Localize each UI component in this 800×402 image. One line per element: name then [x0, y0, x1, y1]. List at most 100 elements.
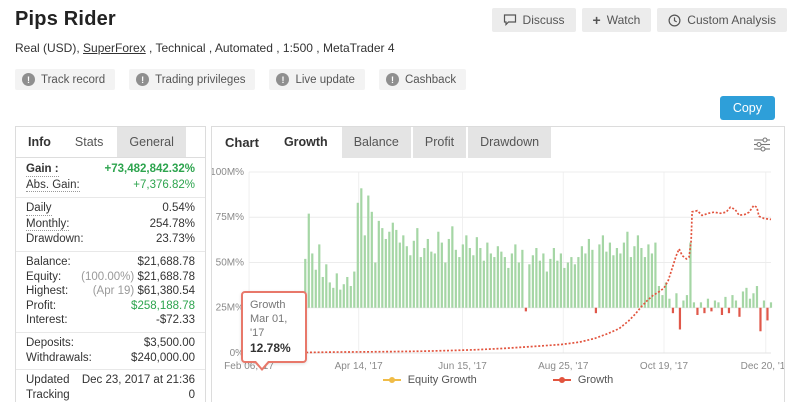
legend-growth-label: Growth	[577, 374, 614, 386]
tab-profit[interactable]: Profit	[412, 127, 467, 158]
tab-drawdown[interactable]: Drawdown	[468, 127, 552, 158]
badge-label: Track record	[41, 73, 106, 86]
stat-label: Tracking	[26, 388, 70, 401]
info-panel: Info Stats General Gain : +73,482,842.32%…	[15, 126, 206, 402]
stat-row: Abs. Gain: +7,376.82%	[16, 178, 205, 194]
svg-text:25M%: 25M%	[216, 303, 244, 314]
stat-label: Balance:	[26, 255, 71, 268]
svg-text:0%: 0%	[230, 348, 245, 359]
stat-label: Highest:	[26, 285, 69, 298]
badge-label: Live update	[295, 73, 355, 86]
chart-panel: Chart Growth Balance Profit Drawdown	[211, 126, 785, 402]
badge[interactable]: ! Trading privileges	[129, 69, 256, 90]
svg-text:Apr 14, '17: Apr 14, '17	[335, 361, 384, 372]
svg-text:Feb 06, '17: Feb 06, '17	[224, 361, 274, 372]
copy-row: Copy	[0, 90, 800, 126]
plus-icon: +	[592, 12, 601, 28]
stat-label: Withdrawals:	[26, 351, 92, 364]
stat-label: Updated	[26, 374, 70, 387]
svg-text:Dec 20, '17: Dec 20, '17	[741, 361, 784, 372]
chart-tabs: Chart Growth Balance Profit Drawdown	[212, 127, 784, 158]
tooltip-date: Mar 01, '17	[250, 313, 288, 339]
stat-value: 254.78%	[149, 217, 195, 230]
stat-value: 0.54%	[162, 202, 195, 215]
discuss-label: Discuss	[522, 13, 565, 27]
tab-info[interactable]: Info	[28, 135, 51, 149]
stat-row: Profit: $258,188.78	[16, 299, 205, 314]
divider	[16, 331, 205, 333]
broker-link[interactable]: SuperForex	[83, 41, 146, 55]
growth-chart[interactable]: 100M% 75M% 50M% 25M% 0% Feb 06, '17 Apr 14, '1…	[212, 158, 784, 394]
equity-growth-marker-icon	[382, 377, 401, 383]
stat-label: Abs. Gain:	[26, 178, 80, 193]
stat-value: $3,500.00	[143, 336, 195, 349]
stat-value: $258,188.78	[131, 299, 195, 312]
badge[interactable]: ! Cashback	[378, 69, 467, 90]
growth-chart-svg[interactable]: 100M% 75M% 50M% 25M% 0% Feb 06, '17 Apr 14, '1…	[212, 158, 784, 373]
page-title: Pips Rider	[15, 8, 116, 30]
stat-value: +7,376.82%	[133, 178, 195, 191]
legend-equity-label: Equity Growth	[407, 374, 477, 386]
stat-value: $21,688.78	[137, 255, 195, 268]
svg-text:Oct 19, '17: Oct 19, '17	[640, 361, 689, 372]
watch-button[interactable]: + Watch	[581, 8, 652, 32]
header-actions: Discuss + Watch Custom Analysis	[491, 8, 787, 32]
stat-row: Tracking 0	[16, 388, 205, 402]
exclamation-icon: !	[136, 73, 150, 86]
svg-text:75M%: 75M%	[216, 212, 244, 223]
tab-balance[interactable]: Balance	[341, 127, 411, 158]
legend-growth[interactable]: Growth	[552, 374, 614, 386]
discuss-button[interactable]: Discuss	[491, 8, 576, 32]
svg-text:Jun 15, '17: Jun 15, '17	[438, 361, 487, 372]
divider	[16, 369, 205, 371]
growth-marker-icon	[552, 377, 571, 383]
stat-label: Deposits:	[26, 336, 74, 349]
custom-analysis-button[interactable]: Custom Analysis	[657, 8, 787, 32]
chart-settings-button[interactable]	[750, 134, 774, 158]
page-header: Pips Rider Discuss + Watch Custom Analys…	[0, 0, 800, 90]
discuss-icon	[503, 14, 517, 26]
stat-value: +73,482,842.32%	[104, 163, 195, 175]
stat-row: Deposits: $3,500.00	[16, 336, 205, 351]
stat-value-note: (100.00%)	[81, 270, 138, 283]
exclamation-icon: !	[385, 73, 399, 86]
account-subtitle: Real (USD), SuperForex , Technical , Aut…	[15, 41, 785, 55]
stat-value: 0	[188, 388, 195, 401]
stat-value: $240,000.00	[131, 351, 195, 364]
divider	[16, 197, 205, 199]
subtitle-prefix: Real (USD),	[15, 41, 84, 55]
exclamation-icon: !	[22, 73, 35, 86]
stats-list: Gain : +73,482,842.32% Abs. Gain: +7,376.82…	[16, 158, 205, 402]
stat-row: Withdrawals: $240,000.00	[16, 351, 205, 366]
divider	[16, 250, 205, 252]
stat-label: Equity:	[26, 270, 62, 283]
stat-row: Monthly: 254.78%	[16, 217, 205, 233]
tooltip-series: Growth	[250, 299, 286, 311]
tab-stats[interactable]: Stats	[74, 135, 104, 149]
stat-row: Updated Dec 23, 2017 at 21:36	[16, 373, 205, 388]
svg-text:100M%: 100M%	[212, 167, 244, 178]
info-tabs: Info Stats General	[16, 127, 205, 158]
stat-value: (100.00%) $21,688.78	[81, 270, 195, 283]
legend-equity-growth[interactable]: Equity Growth	[382, 374, 477, 386]
badge-label: Cashback	[404, 73, 457, 86]
stat-label: Drawdown:	[26, 233, 84, 246]
copy-button[interactable]: Copy	[719, 96, 775, 120]
chart-tooltip: Growth Mar 01, '17 12.78%	[241, 291, 307, 371]
stat-row: Equity: (100.00%) $21,688.78	[16, 270, 205, 285]
stat-row: Balance: $21,688.78	[16, 255, 205, 270]
exclamation-icon: !	[276, 73, 290, 86]
stat-value: Dec 23, 2017 at 21:36	[81, 374, 195, 387]
tab-growth[interactable]: Growth	[283, 135, 328, 149]
stat-label: Profit:	[26, 299, 57, 312]
stat-row: Interest: -$72.33	[16, 313, 205, 328]
stat-label: Gain :	[26, 163, 59, 177]
badge[interactable]: ! Live update	[269, 69, 365, 90]
badge[interactable]: ! Track record	[15, 69, 116, 90]
stat-value: (Apr 19) $61,380.54	[92, 285, 195, 298]
stat-row: Gain : +73,482,842.32%	[16, 162, 205, 178]
custom-analysis-label: Custom Analysis	[687, 13, 776, 27]
watch-label: Watch	[606, 13, 641, 27]
tab-general[interactable]: General	[117, 127, 186, 157]
stat-label: Daily	[26, 202, 52, 216]
